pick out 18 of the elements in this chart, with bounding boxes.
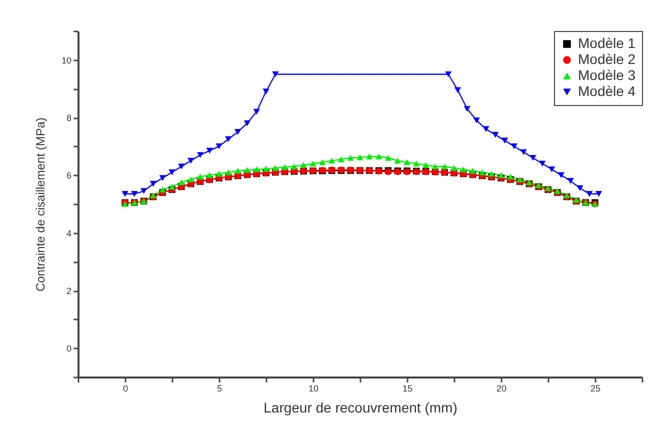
y-tick-label: 2 [66,286,72,296]
x-tick-label: 25 [590,384,601,394]
y-tick-label: 0 [66,344,72,354]
y-tick-label: 6 [66,170,72,181]
legend-label: Modèle 4 [578,83,636,99]
legend-label: Modèle 1 [578,35,636,51]
x-tick-label: 0 [122,384,128,394]
x-axis-title: Largeur de recouvrement (mm) [264,400,458,416]
x-tick-label: 5 [216,384,222,394]
y-tick-label: 10 [61,55,72,66]
x-tick-label: 10 [308,384,319,394]
legend-label: Modèle 3 [578,67,636,83]
x-tick-label: 15 [402,384,413,394]
y-axis-title: Contrainte de cisaillement (MPa) [33,117,48,292]
y-tick-label: 8 [66,113,72,123]
x-tick-label: 20 [496,384,507,394]
legend-label: Modèle 2 [578,51,636,67]
y-tick-label: 4 [66,228,72,238]
